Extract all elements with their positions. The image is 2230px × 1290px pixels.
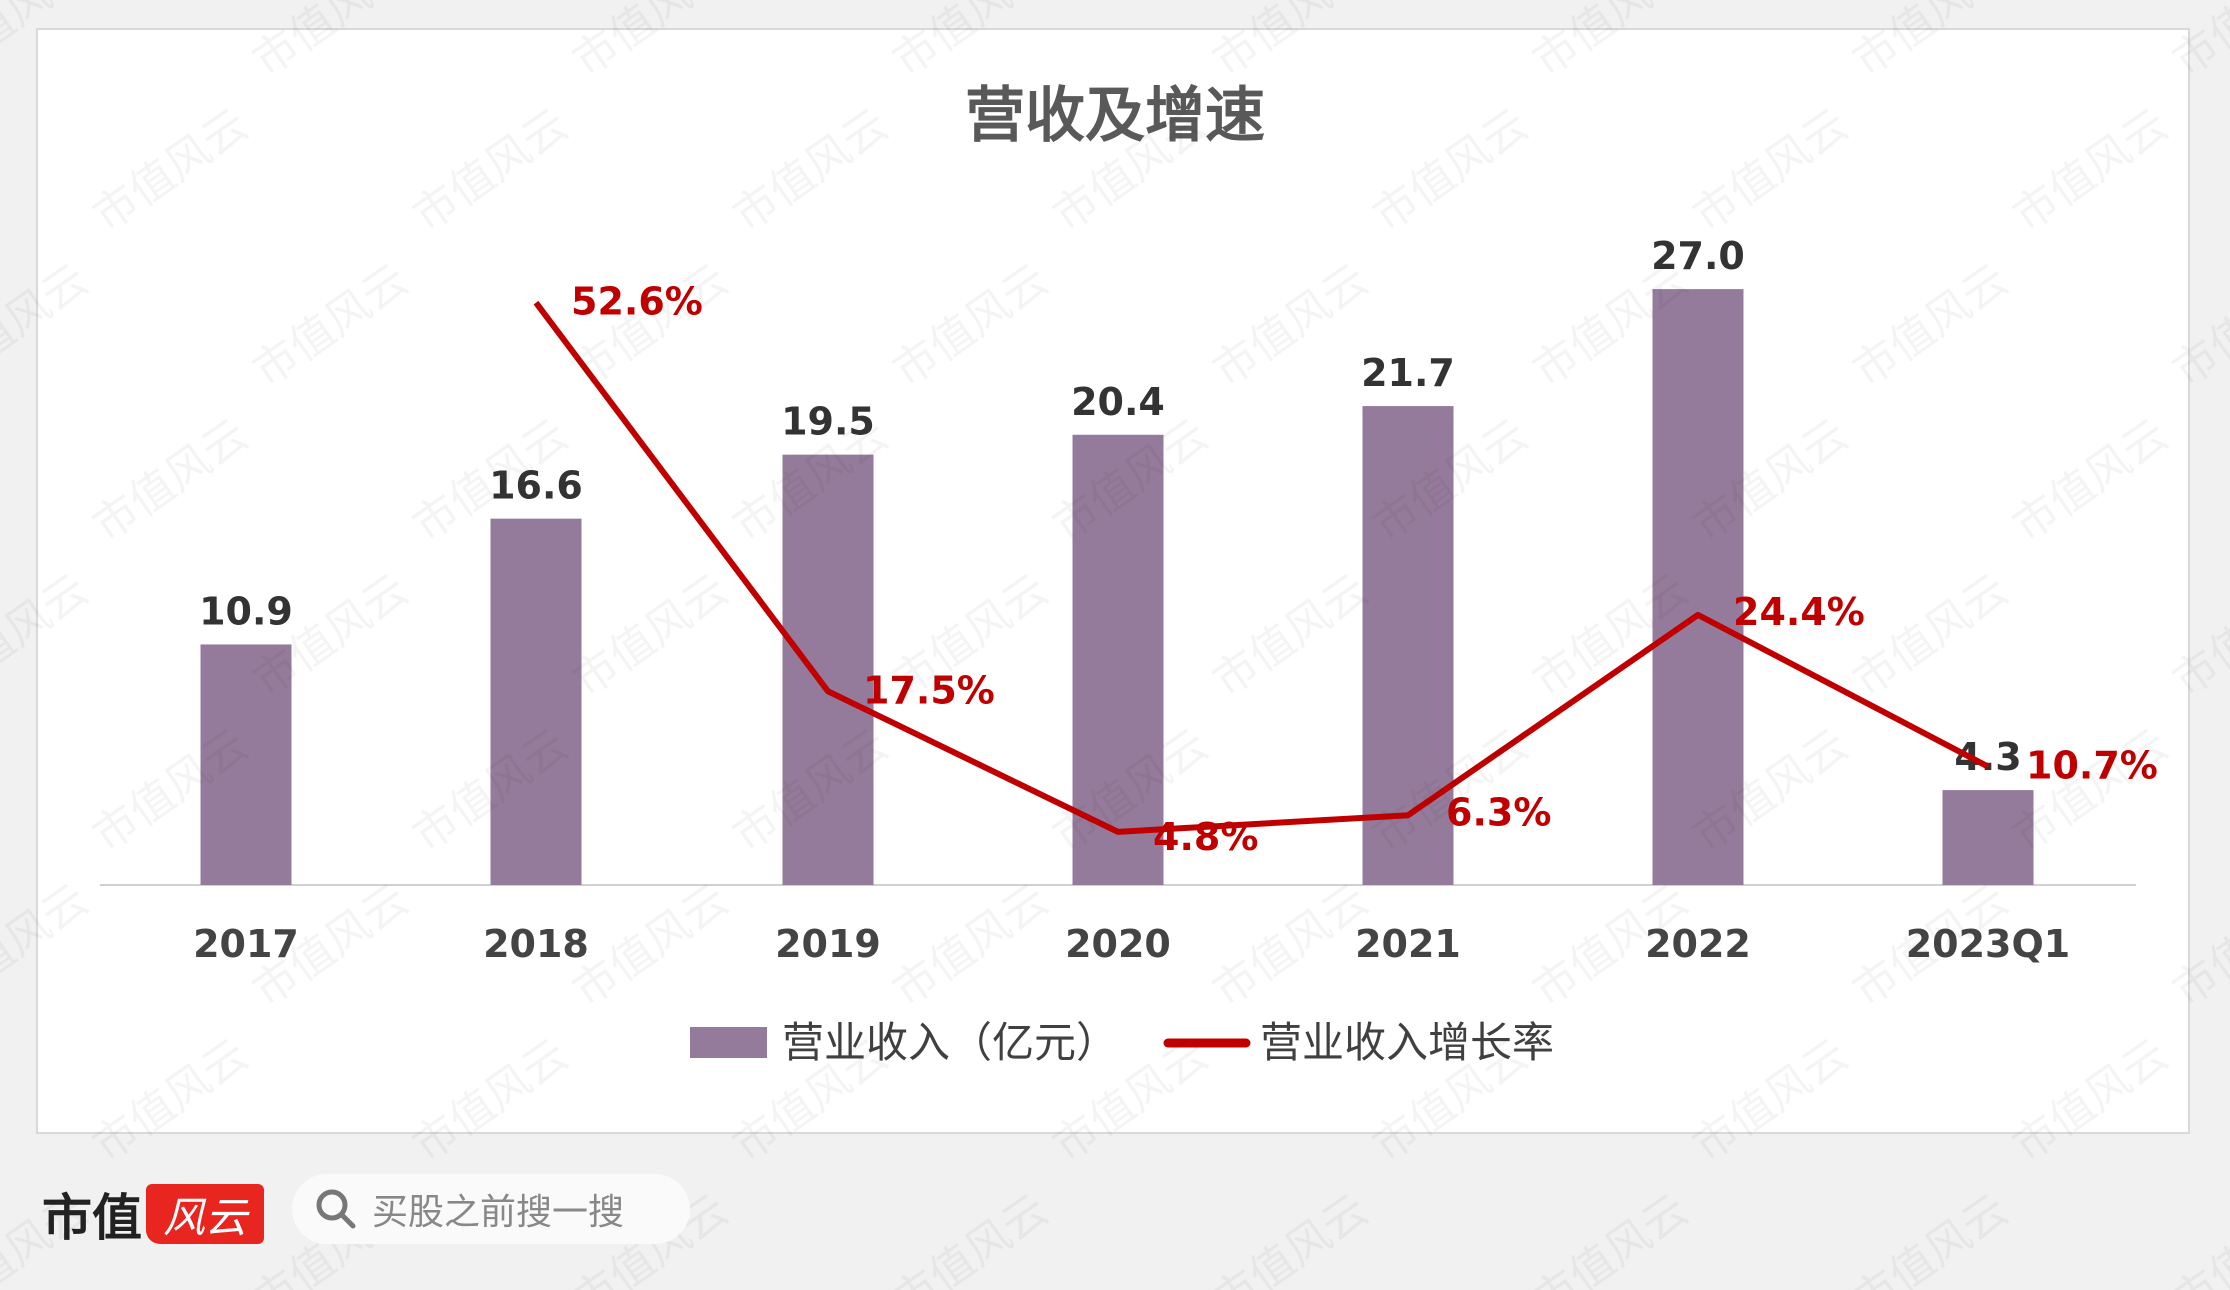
bar-label-2021: 21.7 xyxy=(1361,351,1455,395)
bar-label-2022: 27.0 xyxy=(1651,234,1745,278)
logo-mark: 风云 xyxy=(146,1184,264,1244)
legend-bar-label: 营业收入（亿元） xyxy=(782,1018,1118,1067)
x-tick-2018: 2018 xyxy=(483,922,589,966)
growth-line xyxy=(533,300,1990,835)
growth-label-2019: 17.5% xyxy=(863,668,995,712)
x-tick-2022: 2022 xyxy=(1645,922,1751,966)
x-tick-2017: 2017 xyxy=(193,922,299,966)
growth-label-2020: 4.8% xyxy=(1153,815,1258,859)
x-tick-2021: 2021 xyxy=(1355,922,1461,966)
logo[interactable]: 市值 风云 xyxy=(42,1178,264,1250)
logo-text: 市值 xyxy=(42,1188,142,1247)
bar-2017 xyxy=(200,644,292,885)
x-tick-2020: 2020 xyxy=(1065,922,1171,966)
search-placeholder: 买股之前搜一搜 xyxy=(372,1192,625,1233)
legend-bar-swatch xyxy=(690,1027,767,1058)
bar-2022 xyxy=(1652,289,1744,885)
growth-label-2018: 52.6% xyxy=(571,280,703,324)
bar-label-2020: 20.4 xyxy=(1071,380,1165,424)
growth-label-2023Q1: 10.7% xyxy=(2026,744,2158,788)
bar-label-2019: 19.5 xyxy=(781,400,875,444)
bar-label-2018: 16.6 xyxy=(489,464,583,508)
growth-label-2021: 6.3% xyxy=(1446,790,1551,834)
bar-2019 xyxy=(782,454,874,885)
bar-2020 xyxy=(1072,434,1164,885)
chart-title: 营收及增速 xyxy=(965,81,1265,151)
bar-2018 xyxy=(490,518,582,885)
bar-2021 xyxy=(1362,406,1454,885)
bar-2023Q1 xyxy=(1942,790,2034,885)
legend-line-label: 营业收入增长率 xyxy=(1260,1018,1554,1067)
growth-label-2022: 24.4% xyxy=(1733,590,1865,634)
search-icon xyxy=(316,1189,356,1229)
bar-label-2017: 10.9 xyxy=(199,589,293,633)
x-tick-2019: 2019 xyxy=(775,922,881,966)
search-box[interactable]: 买股之前搜一搜 xyxy=(292,1174,690,1244)
x-tick-2023Q1: 2023Q1 xyxy=(1906,922,2071,966)
